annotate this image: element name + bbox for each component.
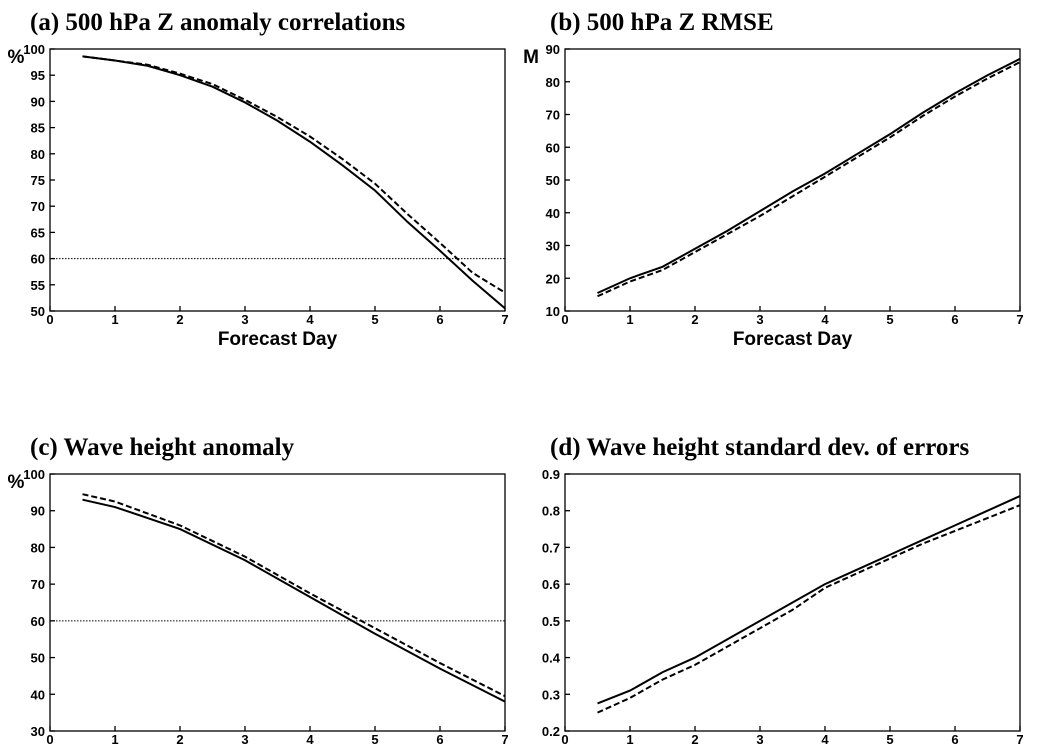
- y-tick-label: 85: [31, 121, 45, 136]
- x-tick-label: 7: [501, 312, 508, 327]
- y-tick-label: 70: [31, 199, 45, 214]
- y-axis-label: M: [523, 47, 539, 68]
- y-tick-label: 80: [31, 540, 45, 555]
- panel-title: (a) 500 hPa Z anomaly correlations: [30, 9, 405, 36]
- x-tick-label: 5: [886, 312, 893, 327]
- x-tick-label: 1: [626, 732, 633, 747]
- x-tick-label: 1: [111, 732, 118, 747]
- y-tick-label: 0.7: [542, 540, 560, 555]
- x-tick-label: 2: [691, 732, 698, 747]
- y-tick-label: 90: [31, 504, 45, 519]
- x-tick-label: 0: [561, 732, 568, 747]
- y-tick-label: 90: [31, 94, 45, 109]
- panel-title: (b) 500 hPa Z RMSE: [550, 9, 774, 36]
- x-tick-label: 0: [46, 732, 53, 747]
- x-tick-label: 6: [436, 732, 443, 747]
- y-tick-label: 80: [31, 147, 45, 162]
- y-tick-label: 70: [546, 108, 560, 123]
- x-tick-label: 5: [886, 732, 893, 747]
- x-axis-label: Forecast Day: [218, 329, 338, 350]
- x-tick-label: 4: [306, 312, 314, 327]
- y-tick-label: 0.2: [542, 724, 560, 739]
- x-tick-label: 6: [951, 312, 958, 327]
- y-tick-label: 50: [31, 304, 45, 319]
- y-tick-label: 55: [31, 278, 45, 293]
- series-line: [82, 493, 506, 698]
- y-tick-label: 40: [546, 206, 560, 221]
- x-tick-label: 2: [691, 312, 698, 327]
- plot-frame: [49, 48, 506, 312]
- plot-frame: [49, 473, 506, 732]
- x-tick-label: 0: [46, 312, 53, 327]
- x-tick-label: 0: [561, 312, 568, 327]
- y-tick-label: 60: [546, 140, 560, 155]
- x-tick-label: 1: [626, 312, 633, 327]
- y-tick-label: 100: [23, 42, 45, 57]
- x-tick-label: 4: [821, 732, 829, 747]
- x-tick-label: 6: [436, 312, 443, 327]
- x-tick-label: 2: [176, 312, 183, 327]
- series-line: [82, 55, 506, 294]
- y-tick-label: 50: [31, 651, 45, 666]
- x-tick-label: 3: [756, 312, 763, 327]
- plot-frame: [564, 473, 1021, 732]
- x-tick-label: 2: [176, 732, 183, 747]
- x-tick-label: 3: [756, 732, 763, 747]
- series-line: [597, 57, 1021, 294]
- x-tick-label: 6: [951, 732, 958, 747]
- x-tick-label: 7: [1016, 312, 1023, 327]
- x-tick-label: 5: [371, 312, 378, 327]
- y-axis-label: %: [8, 472, 25, 493]
- y-tick-label: 0.3: [542, 687, 560, 702]
- y-tick-label: 60: [31, 614, 45, 629]
- y-tick-label: 0.6: [542, 577, 560, 592]
- y-tick-label: 0.8: [542, 504, 560, 519]
- y-tick-label: 0.9: [542, 467, 560, 482]
- x-axis-label: Forecast Day: [733, 329, 853, 350]
- panel-title: (d) Wave height standard dev. of errors: [550, 434, 969, 461]
- y-tick-label: 50: [546, 173, 560, 188]
- y-tick-label: 70: [31, 577, 45, 592]
- y-tick-label: 60: [31, 252, 45, 267]
- series-line: [82, 498, 506, 703]
- y-tick-label: 30: [546, 239, 560, 254]
- y-tick-label: 20: [546, 271, 560, 286]
- y-tick-label: 0.5: [542, 614, 560, 629]
- series-line: [82, 55, 506, 310]
- x-tick-label: 7: [1016, 732, 1023, 747]
- x-tick-label: 3: [241, 312, 248, 327]
- y-tick-label: 0.4: [542, 651, 561, 666]
- x-tick-label: 1: [111, 312, 118, 327]
- y-tick-label: 80: [546, 75, 560, 90]
- y-tick-label: 65: [31, 225, 45, 240]
- y-tick-label: 90: [546, 42, 560, 57]
- series-line: [597, 61, 1021, 298]
- plot-frame: [564, 48, 1021, 312]
- y-tick-label: 40: [31, 687, 45, 702]
- x-tick-label: 5: [371, 732, 378, 747]
- y-tick-label: 30: [31, 724, 45, 739]
- y-axis-label: %: [8, 47, 25, 68]
- series-line: [597, 504, 1021, 714]
- panel-title: (c) Wave height anomaly: [30, 434, 295, 461]
- x-tick-label: 4: [821, 312, 829, 327]
- x-tick-label: 7: [501, 732, 508, 747]
- y-tick-label: 10: [546, 304, 560, 319]
- series-line: [597, 495, 1021, 705]
- x-tick-label: 4: [306, 732, 314, 747]
- x-tick-label: 3: [241, 732, 248, 747]
- y-tick-label: 95: [31, 68, 45, 83]
- y-tick-label: 75: [31, 173, 45, 188]
- y-tick-label: 100: [23, 467, 45, 482]
